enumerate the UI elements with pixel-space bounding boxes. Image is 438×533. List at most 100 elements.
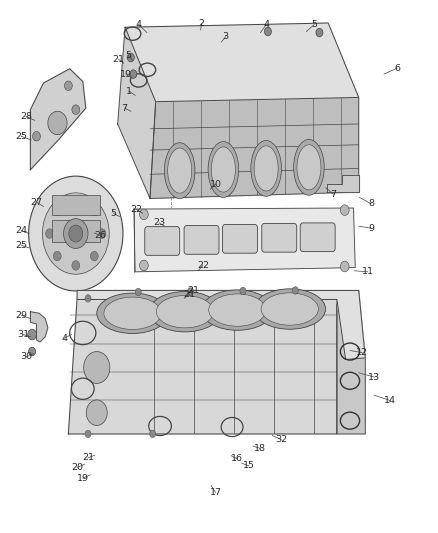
Text: 10: 10: [209, 180, 222, 189]
Text: 4: 4: [135, 20, 141, 29]
Circle shape: [150, 430, 155, 438]
Circle shape: [64, 219, 88, 248]
Text: 22: 22: [197, 261, 209, 270]
Circle shape: [90, 252, 98, 261]
Ellipse shape: [168, 148, 192, 193]
Ellipse shape: [201, 290, 273, 330]
Polygon shape: [68, 298, 337, 434]
Circle shape: [127, 53, 134, 62]
Text: 2: 2: [198, 19, 205, 28]
Ellipse shape: [297, 145, 321, 190]
Text: 25: 25: [15, 241, 27, 250]
Circle shape: [28, 176, 123, 291]
FancyBboxPatch shape: [145, 227, 180, 255]
Circle shape: [140, 260, 148, 271]
Ellipse shape: [251, 141, 282, 196]
Circle shape: [187, 288, 194, 295]
Ellipse shape: [104, 297, 161, 329]
Text: 21: 21: [187, 286, 199, 295]
Text: 21: 21: [113, 55, 124, 63]
Circle shape: [53, 206, 61, 216]
Text: 23: 23: [153, 219, 165, 228]
Text: 19: 19: [77, 474, 89, 482]
Circle shape: [85, 295, 91, 302]
Text: 5: 5: [110, 209, 117, 218]
Text: 16: 16: [231, 455, 244, 463]
Circle shape: [240, 287, 246, 295]
Text: 28: 28: [20, 112, 32, 121]
Text: 1: 1: [126, 86, 132, 95]
Polygon shape: [150, 98, 359, 198]
Ellipse shape: [254, 146, 278, 191]
Polygon shape: [77, 290, 365, 360]
Text: 29: 29: [16, 311, 28, 320]
Text: 3: 3: [223, 33, 229, 42]
Polygon shape: [118, 27, 155, 198]
Ellipse shape: [164, 143, 195, 199]
Text: 15: 15: [243, 462, 254, 470]
Circle shape: [265, 27, 272, 36]
FancyBboxPatch shape: [300, 223, 335, 252]
Ellipse shape: [212, 147, 235, 192]
Text: 31: 31: [18, 330, 29, 339]
Circle shape: [130, 70, 137, 78]
Polygon shape: [337, 290, 365, 434]
Text: 22: 22: [130, 205, 142, 214]
Circle shape: [28, 329, 36, 340]
Text: 24: 24: [15, 226, 27, 235]
Circle shape: [292, 287, 298, 294]
Ellipse shape: [293, 140, 324, 195]
FancyBboxPatch shape: [223, 224, 258, 253]
FancyBboxPatch shape: [184, 225, 219, 254]
Text: 27: 27: [31, 198, 42, 207]
Circle shape: [69, 225, 83, 242]
Circle shape: [340, 205, 349, 215]
Polygon shape: [327, 175, 359, 192]
Text: 13: 13: [368, 373, 381, 382]
Text: 32: 32: [275, 435, 287, 444]
Circle shape: [72, 197, 80, 206]
Circle shape: [72, 105, 80, 115]
Ellipse shape: [261, 293, 318, 325]
Text: 6: 6: [394, 64, 400, 72]
Circle shape: [84, 352, 110, 383]
Circle shape: [46, 229, 53, 238]
Ellipse shape: [254, 289, 325, 329]
Ellipse shape: [156, 295, 214, 328]
Text: 18: 18: [254, 444, 266, 453]
Text: 4: 4: [263, 20, 269, 29]
Circle shape: [90, 206, 98, 216]
Text: 7: 7: [122, 103, 128, 112]
Ellipse shape: [208, 294, 266, 326]
Polygon shape: [30, 312, 48, 342]
Text: 21: 21: [184, 289, 195, 298]
Text: 19: 19: [120, 70, 132, 79]
Circle shape: [72, 261, 80, 270]
Polygon shape: [30, 69, 86, 169]
FancyBboxPatch shape: [262, 223, 297, 252]
Circle shape: [140, 209, 148, 220]
Circle shape: [98, 229, 106, 238]
Text: 25: 25: [15, 132, 27, 141]
Ellipse shape: [208, 142, 239, 197]
Polygon shape: [125, 23, 359, 102]
Text: 17: 17: [209, 488, 222, 497]
Text: 4: 4: [61, 334, 67, 343]
Text: 30: 30: [20, 352, 32, 361]
Circle shape: [340, 261, 349, 272]
Text: 8: 8: [368, 199, 374, 208]
Ellipse shape: [97, 293, 168, 334]
Circle shape: [86, 400, 107, 425]
Text: 11: 11: [361, 268, 374, 276]
Circle shape: [28, 348, 35, 356]
Text: 14: 14: [384, 396, 396, 405]
Text: 5: 5: [125, 51, 131, 60]
Circle shape: [135, 288, 141, 296]
Circle shape: [42, 193, 109, 274]
Text: 26: 26: [94, 231, 106, 240]
Text: 7: 7: [330, 190, 336, 199]
FancyBboxPatch shape: [52, 195, 100, 215]
Text: 9: 9: [368, 224, 374, 233]
Ellipse shape: [149, 292, 221, 332]
Polygon shape: [134, 208, 355, 272]
